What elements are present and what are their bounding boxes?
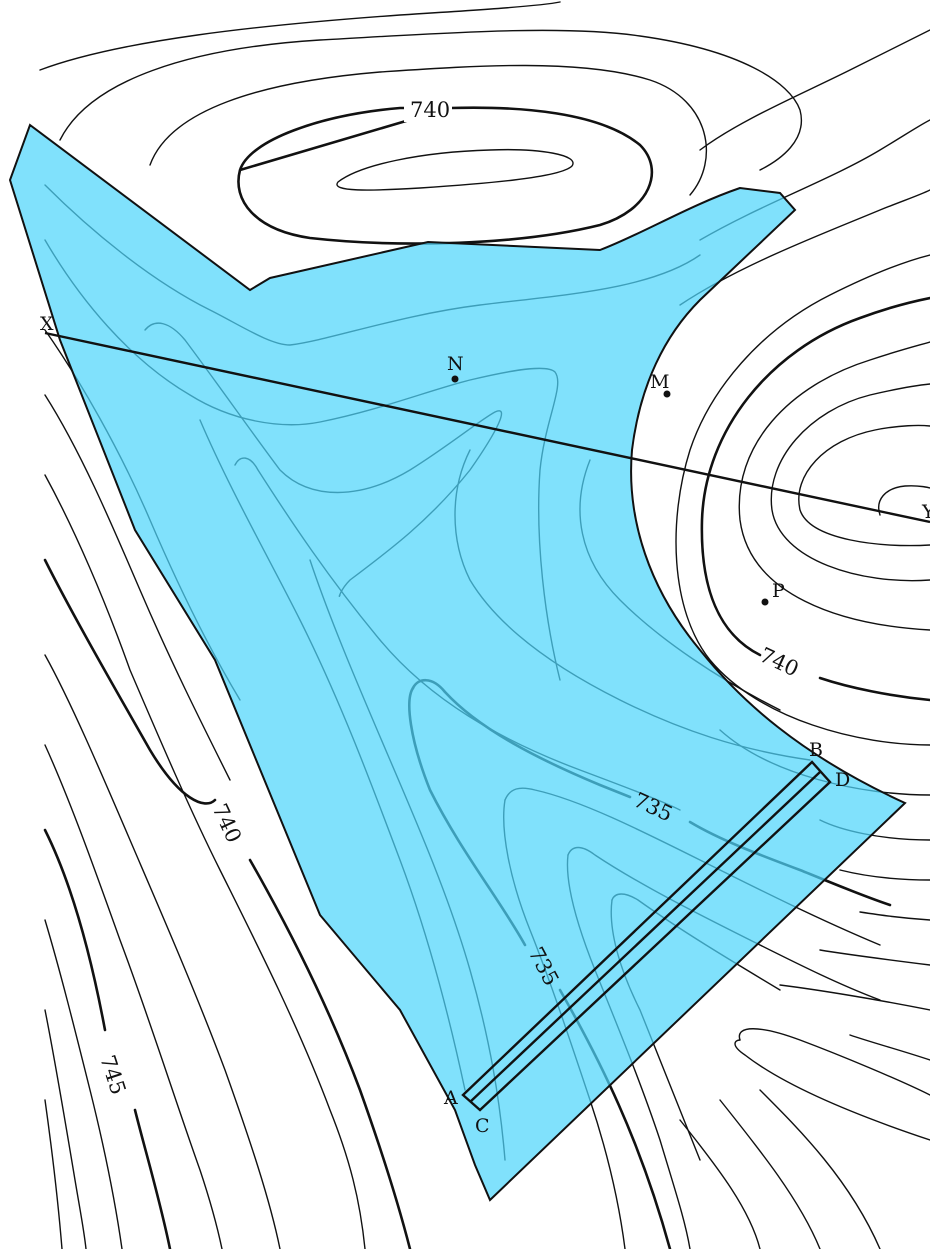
contour-line: [699, 29, 930, 151]
section-end-label: Y: [921, 501, 930, 523]
contour-line: [719, 1099, 821, 1249]
contour-line: [675, 254, 930, 746]
contour-line: [43, 828, 172, 1249]
contour-line: [44, 654, 281, 1249]
contour-line: [679, 189, 930, 306]
contour-line: [44, 394, 231, 781]
contour-line: [738, 1028, 930, 1096]
point-p-label: P: [772, 580, 785, 602]
rectangle-divider: [469, 771, 821, 1103]
contour-line: [859, 911, 930, 921]
contour-line: [336, 148, 574, 191]
contour-line: [878, 485, 930, 516]
point-n-marker: [451, 375, 459, 383]
contour-line: [44, 1009, 87, 1249]
contour-line: [700, 296, 930, 702]
point-m-marker: [663, 390, 671, 398]
contour-line: [149, 64, 708, 196]
point-m-label: M: [650, 371, 669, 393]
contour-line: [759, 1089, 881, 1249]
contour-line: [770, 383, 930, 582]
point-n-label: N: [447, 353, 464, 375]
point-markers: [451, 375, 769, 606]
contour-line: [44, 474, 366, 1249]
contour-line: [839, 869, 930, 881]
contour-line: [734, 1039, 930, 1141]
contour-line: [44, 744, 223, 1249]
contour-line: [44, 919, 123, 1249]
contour-line: [849, 1034, 930, 1061]
contour-line: [44, 1099, 63, 1249]
contour-line: [43, 558, 412, 1249]
contour-line: [679, 1119, 761, 1249]
section-line-xy: [44, 331, 930, 524]
contour-line: [798, 424, 930, 547]
contour-line: [59, 29, 803, 171]
contour-line: [779, 984, 930, 1011]
point-labels: N M P X Y A B C D: [40, 313, 930, 1137]
shaded-zone: [8, 123, 907, 1202]
contour-line: [39, 1, 561, 71]
contour-line: [237, 106, 654, 245]
corner-d-label: D: [835, 769, 850, 791]
corner-a-label: A: [443, 1087, 458, 1109]
corner-c-label: C: [475, 1115, 490, 1137]
contour-line: [819, 949, 930, 966]
contour-line: [738, 341, 930, 631]
corner-b-label: B: [809, 739, 823, 761]
rectangle-abcd: [461, 760, 832, 1112]
contour-label-740-top: 740: [410, 98, 450, 122]
section-start-label: X: [40, 313, 54, 335]
point-p-marker: [761, 598, 769, 606]
